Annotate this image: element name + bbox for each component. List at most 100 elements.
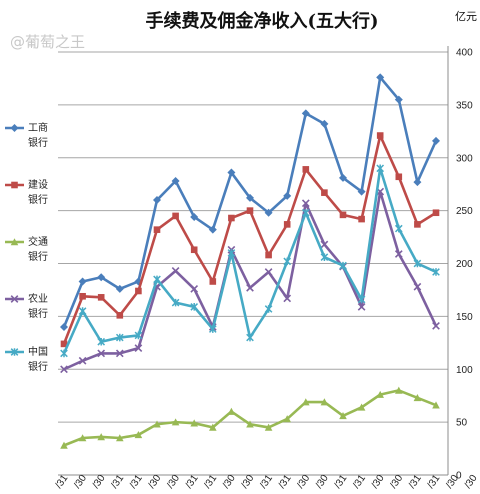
data-point <box>209 278 217 285</box>
series <box>60 187 440 374</box>
data-point <box>10 124 19 132</box>
data-point <box>339 261 347 270</box>
y-tick-label: 0 <box>456 471 462 482</box>
data-point <box>78 356 87 365</box>
data-point <box>357 295 366 304</box>
data-point <box>134 431 143 439</box>
data-point <box>320 398 329 406</box>
data-point <box>246 207 254 214</box>
data-point <box>283 294 292 303</box>
data-point <box>97 294 105 301</box>
data-point <box>79 292 86 300</box>
data-point <box>135 287 142 295</box>
legend-label: 银行 <box>28 136 48 149</box>
watermark: @葡萄之王 <box>10 33 85 51</box>
data-point <box>153 226 161 233</box>
data-point <box>171 267 180 275</box>
legend-label: 银行 <box>28 307 48 320</box>
data-point <box>283 191 292 200</box>
data-point <box>432 322 440 330</box>
data-point <box>264 423 273 431</box>
legend-label: 银行 <box>28 360 48 373</box>
data-point <box>11 181 18 189</box>
data-point <box>394 95 403 104</box>
data-point <box>227 407 236 415</box>
x-tick-labels: /31/30/30/31/31/30/30/31/31/30/30/31/31/… <box>53 473 480 491</box>
data-point <box>60 340 68 348</box>
y-tick-label: 400 <box>456 48 473 59</box>
data-point <box>432 209 440 217</box>
data-point <box>264 268 273 276</box>
data-point <box>246 193 254 202</box>
data-point <box>227 168 236 177</box>
axes <box>58 46 449 476</box>
legend-label: 银行 <box>28 250 48 263</box>
data-point <box>376 390 384 398</box>
data-point <box>246 333 254 342</box>
data-point <box>264 305 273 313</box>
data-point <box>246 283 254 292</box>
data-point <box>432 136 440 145</box>
data-point <box>394 224 403 233</box>
x-tick-label: /30 <box>463 473 480 491</box>
data-point <box>301 199 310 208</box>
y-tick-labels: 0 50 100 150 200 250 300 350 400 <box>456 48 473 482</box>
data-point <box>357 403 366 411</box>
data-point <box>190 303 199 311</box>
data-point <box>190 212 199 221</box>
data-point <box>228 214 235 222</box>
series <box>60 386 440 449</box>
data-point <box>376 164 385 173</box>
data-point <box>357 187 366 196</box>
legend-label: 工商 <box>28 121 48 134</box>
data-point <box>115 284 124 293</box>
legend-label: 农业 <box>28 292 48 305</box>
data-point <box>413 282 422 291</box>
data-point <box>190 285 199 293</box>
series <box>60 73 440 331</box>
data-point <box>264 208 273 217</box>
data-point <box>171 298 180 307</box>
series-line <box>63 190 438 371</box>
data-point <box>78 277 87 286</box>
data-point <box>265 251 272 259</box>
data-point <box>153 196 161 205</box>
data-point <box>358 215 365 223</box>
data-point <box>339 211 347 219</box>
data-point <box>208 225 217 234</box>
data-point <box>301 208 310 217</box>
data-point <box>97 337 106 346</box>
data-point <box>394 250 403 258</box>
data-point <box>60 441 68 449</box>
data-point <box>320 253 329 261</box>
data-point <box>413 259 422 268</box>
legend-label: 交通 <box>28 235 48 248</box>
data-point <box>10 238 19 246</box>
data-point <box>116 434 124 442</box>
data-point <box>134 331 143 340</box>
data-point <box>302 398 310 406</box>
data-point <box>321 189 328 196</box>
data-point <box>190 419 198 427</box>
data-point <box>116 312 124 319</box>
data-point <box>171 177 180 186</box>
y-tick-label: 50 <box>456 418 468 429</box>
gridlines <box>58 51 448 423</box>
data-point <box>376 73 385 82</box>
data-point <box>301 109 310 118</box>
data-point <box>432 401 440 409</box>
data-point <box>339 173 347 182</box>
data-point <box>320 240 329 249</box>
series <box>60 164 440 358</box>
legend-label: 银行 <box>28 193 48 206</box>
data-point <box>339 411 347 420</box>
data-point <box>78 307 87 315</box>
data-point <box>227 249 236 257</box>
